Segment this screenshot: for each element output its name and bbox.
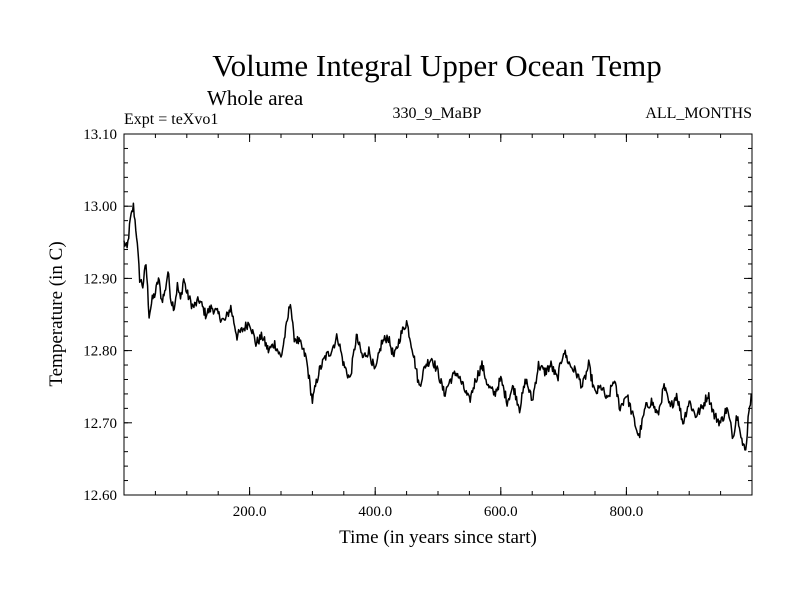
y-tick-label: 13.10 [83, 127, 117, 143]
series-line [123, 202, 753, 451]
x-axis: 200.0 400.0 600.0 800.0 [154, 134, 722, 520]
y-axis-label: Temperature (in C) [46, 241, 67, 386]
x-tick-label: 200.0 [233, 504, 267, 520]
chart-title: Volume Integral Upper Ocean Temp [212, 48, 662, 83]
y-tick-label: 12.60 [83, 488, 117, 504]
y-tick-label: 12.70 [83, 416, 117, 432]
y-axis: 12.60 12.70 12.80 12.90 13.00 13.10 [83, 127, 752, 504]
chart-subtitle: Whole area [207, 86, 304, 110]
plot-frame [123, 133, 753, 496]
y-tick-label: 12.80 [83, 344, 117, 360]
x-tick-label: 400.0 [358, 504, 392, 520]
x-axis-label: Time (in years since start) [339, 527, 537, 548]
x-tick-label: 800.0 [610, 504, 644, 520]
months-label: ALL_MONTHS [645, 105, 752, 122]
expt-label: Expt = teXvo1 [124, 111, 218, 128]
y-tick-label: 13.00 [83, 199, 117, 215]
x-tick-label: 600.0 [484, 504, 518, 520]
y-tick-label: 12.90 [83, 271, 117, 287]
run-label: 330_9_MaBP [393, 105, 482, 122]
